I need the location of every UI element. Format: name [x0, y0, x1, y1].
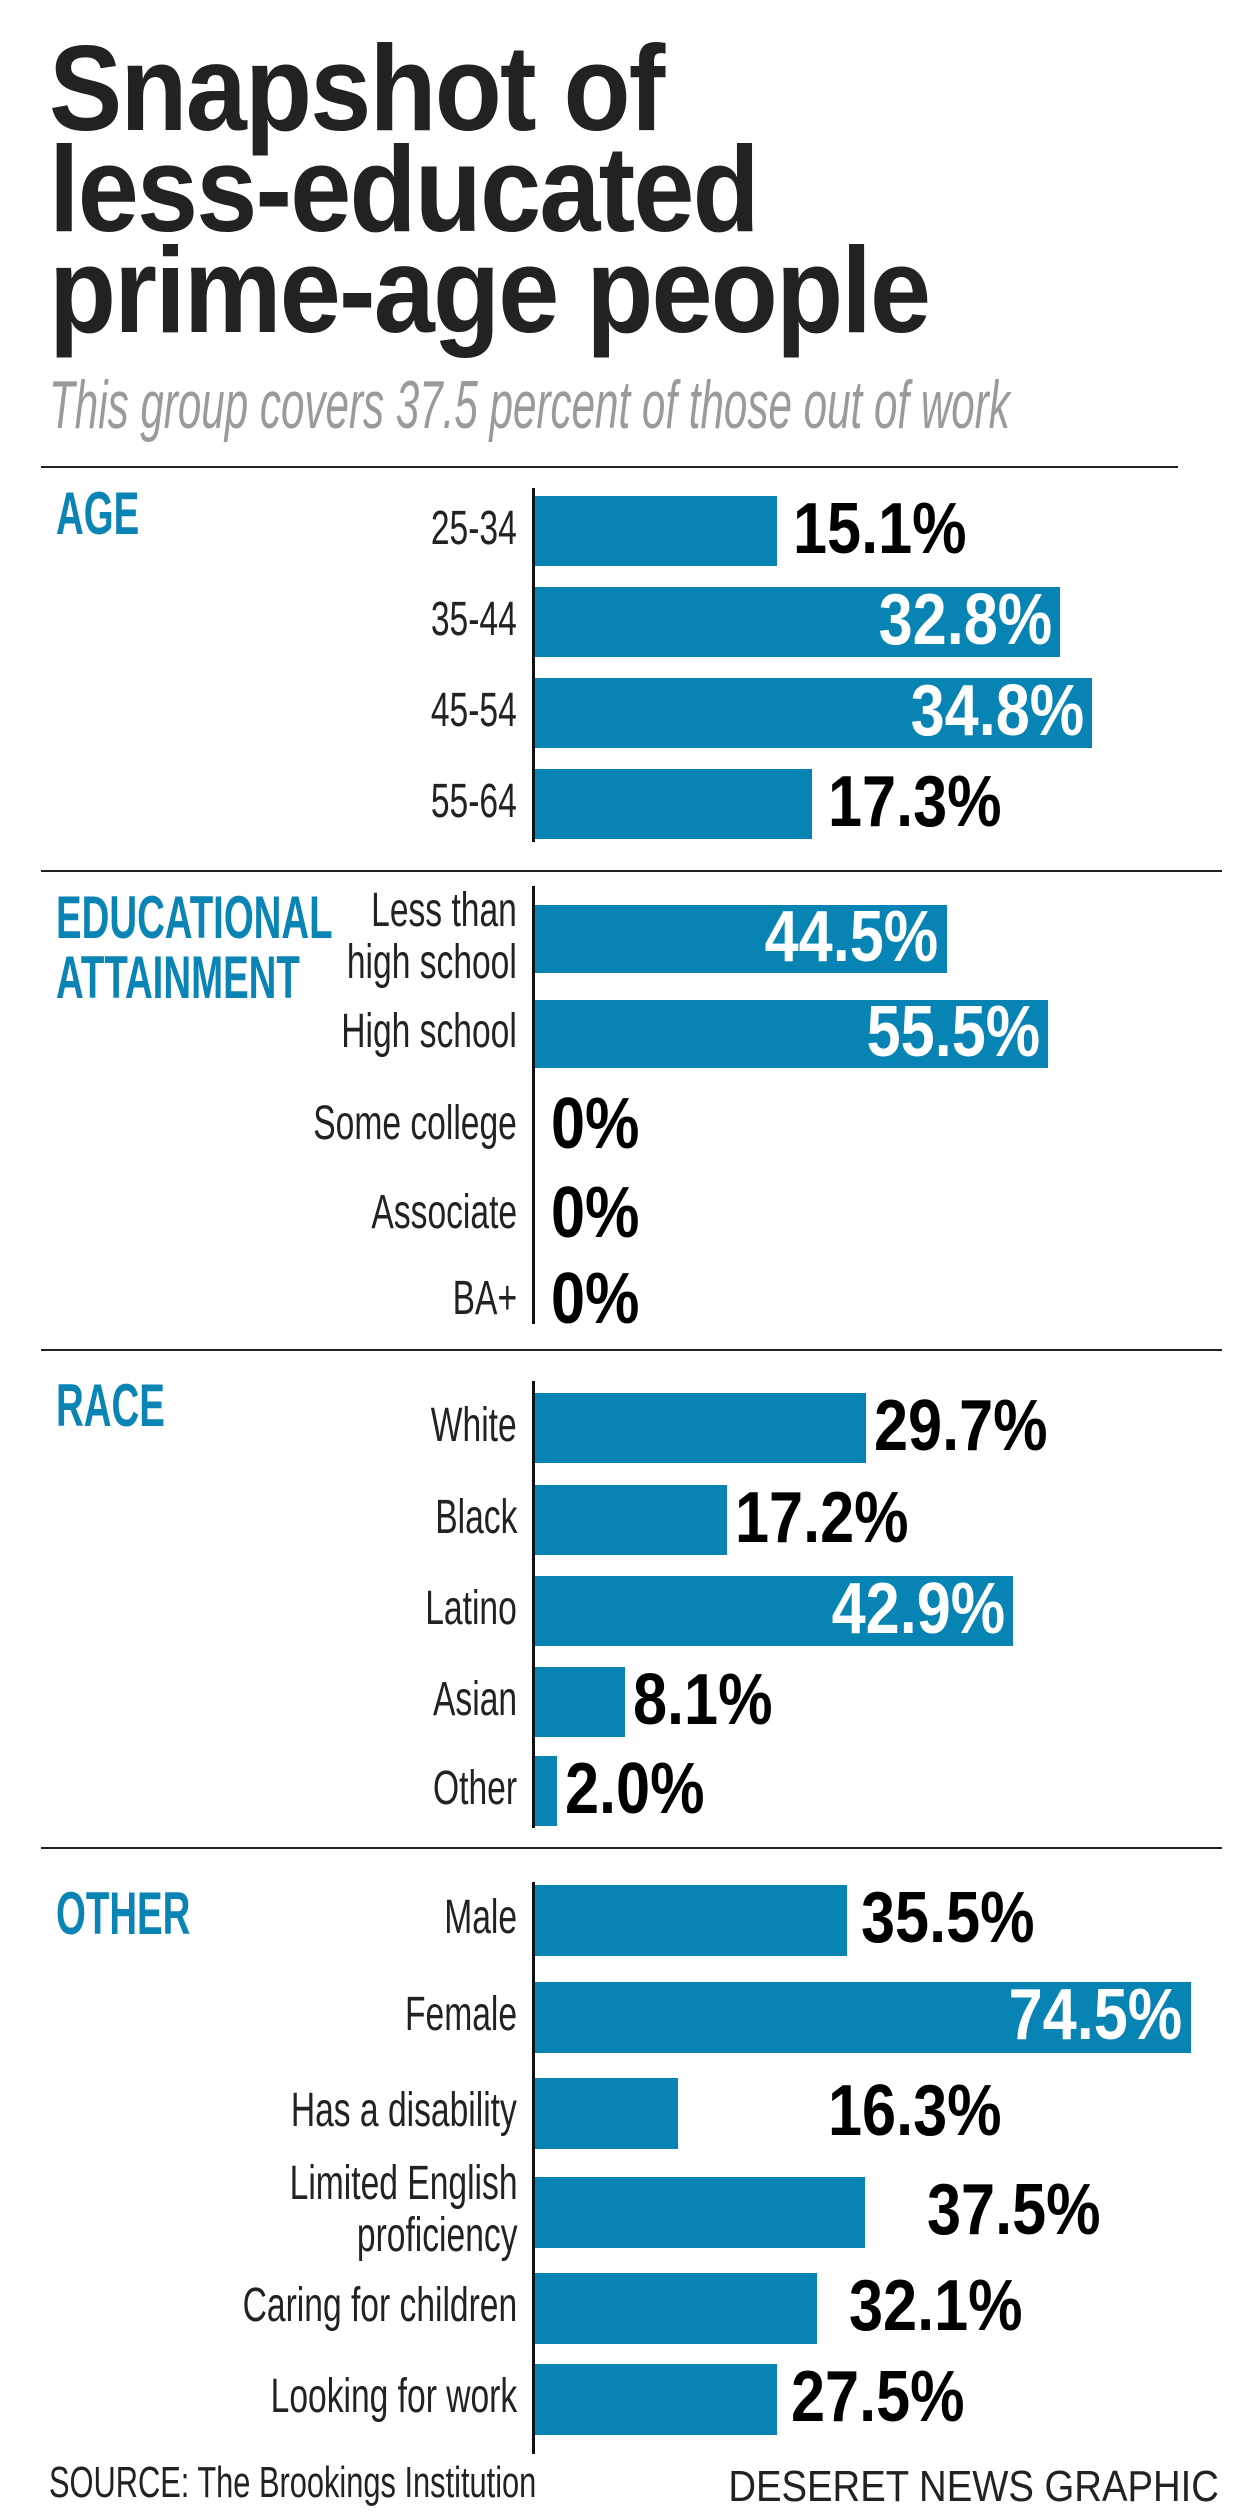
section-divider [41, 1349, 1222, 1351]
bar [535, 587, 1060, 657]
value-label: 17.3% [827, 762, 1002, 842]
category-label: Has a disability [291, 2084, 517, 2137]
value-label: 17.2% [734, 1478, 909, 1558]
category-label: Other [432, 1762, 517, 1815]
y-axis-line [532, 886, 535, 1324]
category-label: Associate [371, 1186, 517, 1239]
bar [535, 1667, 626, 1737]
category-label: Female [404, 1988, 517, 2041]
value-label: 15.1% [792, 489, 967, 569]
title-line: Snapshot of [49, 20, 665, 156]
category-label: Less than high school [347, 884, 517, 989]
section-divider [41, 870, 1222, 872]
value-label: 32.8% [878, 580, 1052, 660]
value-label: 29.7% [874, 1386, 1048, 1466]
category-label: 55-64 [431, 775, 517, 828]
value-label: 37.5% [927, 2170, 1101, 2250]
bar [535, 2272, 818, 2344]
bar [535, 1393, 867, 1463]
category-label: 35-44 [431, 593, 517, 646]
source-note: SOURCE: The Brookings Institution [49, 2458, 537, 2507]
value-label: 16.3% [828, 2071, 1002, 2151]
bar [535, 1576, 1014, 1646]
bar [535, 1884, 848, 1956]
bar [535, 1756, 558, 1826]
value-label: 44.5% [765, 897, 939, 977]
section-label: RACE [56, 1372, 165, 1439]
category-label: Some college [313, 1097, 517, 1150]
value-label: 32.1% [849, 2266, 1024, 2346]
title-line: prime-age people [49, 222, 931, 358]
bar [535, 2363, 777, 2435]
bar [535, 496, 777, 566]
value-label: 8.1% [633, 1660, 773, 1740]
bar [535, 769, 812, 839]
category-label: Latino [425, 1582, 517, 1635]
category-label: Caring for children [242, 2279, 517, 2332]
bar [535, 1000, 1049, 1068]
category-label: High school [341, 1005, 517, 1058]
category-label: White [431, 1399, 517, 1452]
section-label: AGE [56, 480, 140, 547]
category-label: Asian [432, 1673, 517, 1726]
chart-title: Snapshot of less-educated prime-age peop… [49, 20, 931, 358]
category-label: Male [444, 1891, 517, 1944]
value-label: 2.0% [565, 1749, 705, 1829]
section-divider [41, 466, 1178, 468]
value-label: 74.5% [1009, 1975, 1183, 2055]
value-label: 0% [551, 1084, 640, 1164]
category-label: Looking for work [270, 2370, 517, 2423]
bar [535, 1485, 727, 1555]
chart-subtitle: This group covers 37.5 percent of those … [49, 367, 1010, 443]
y-axis-line [532, 1381, 535, 1828]
section-divider [41, 1847, 1222, 1849]
section-label: OTHER [56, 1880, 191, 1947]
bar [535, 905, 947, 973]
value-label: 27.5% [791, 2357, 965, 2437]
value-label: 42.9% [831, 1569, 1006, 1649]
y-axis-line [532, 488, 535, 842]
bar [535, 2077, 679, 2149]
bar [535, 2176, 865, 2248]
value-label: 0% [551, 1259, 640, 1339]
bar [535, 678, 1092, 748]
category-label: 25-34 [431, 502, 517, 555]
value-label: 0% [551, 1173, 640, 1253]
y-axis-line [532, 1882, 535, 2454]
category-label: Limited English proficiency [289, 2157, 517, 2262]
value-label: 35.5% [861, 1878, 1035, 1958]
section-label: EDUCATIONAL ATTAINMENT [56, 884, 333, 1011]
bar [535, 1981, 1191, 2053]
graphic-credit: DESERET NEWS GRAPHIC [728, 2462, 1219, 2511]
category-label: BA+ [452, 1272, 517, 1325]
category-label: 45-54 [431, 684, 517, 737]
value-label: 34.8% [910, 671, 1084, 751]
value-label: 55.5% [866, 992, 1041, 1072]
category-label: Black [434, 1491, 517, 1544]
title-line: less-educated [49, 121, 760, 257]
